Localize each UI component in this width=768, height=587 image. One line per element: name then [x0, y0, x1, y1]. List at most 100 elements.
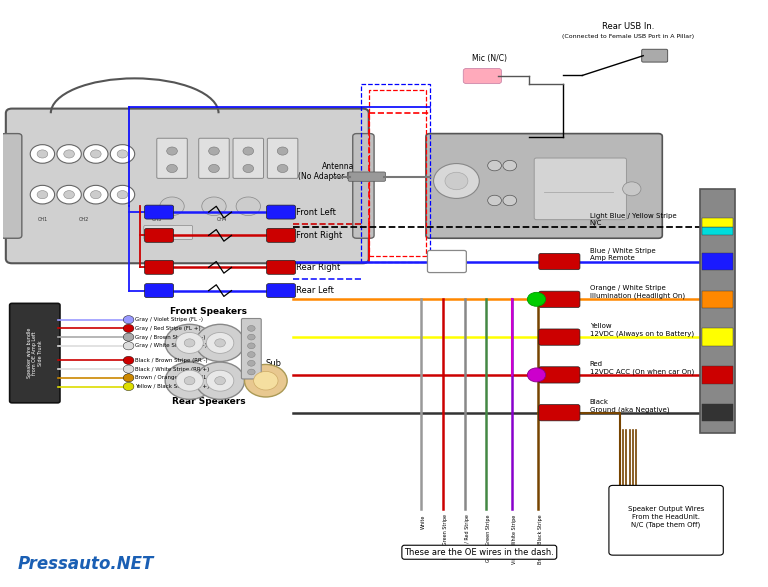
Text: Yellow
12VDC (Always on to Battery): Yellow 12VDC (Always on to Battery) — [590, 323, 694, 337]
Circle shape — [176, 370, 204, 391]
Circle shape — [247, 360, 255, 366]
FancyBboxPatch shape — [428, 251, 466, 272]
Text: Rear Left: Rear Left — [296, 286, 334, 295]
Circle shape — [236, 197, 260, 215]
Circle shape — [30, 185, 55, 204]
FancyBboxPatch shape — [266, 261, 296, 274]
FancyBboxPatch shape — [157, 139, 187, 178]
Circle shape — [111, 185, 134, 204]
Text: Gray / Red Stripe (FL +): Gray / Red Stripe (FL +) — [134, 326, 200, 331]
Circle shape — [503, 195, 517, 205]
FancyBboxPatch shape — [609, 485, 723, 555]
Circle shape — [215, 339, 226, 347]
Circle shape — [84, 144, 108, 163]
Text: Light Blue / Yellow Stripe
N/C: Light Blue / Yellow Stripe N/C — [590, 213, 677, 227]
FancyBboxPatch shape — [539, 404, 580, 421]
Text: Brown / Orange Stripe (RL -): Brown / Orange Stripe (RL -) — [134, 375, 212, 380]
Circle shape — [623, 182, 641, 196]
Circle shape — [209, 147, 220, 155]
Circle shape — [243, 164, 253, 173]
Circle shape — [30, 144, 55, 163]
FancyBboxPatch shape — [199, 139, 229, 178]
Text: Rear Right: Rear Right — [296, 263, 340, 272]
FancyBboxPatch shape — [144, 225, 193, 239]
Circle shape — [64, 150, 74, 158]
FancyBboxPatch shape — [700, 189, 735, 433]
FancyBboxPatch shape — [267, 139, 298, 178]
Text: Sub: Sub — [266, 359, 281, 368]
Text: CH4: CH4 — [217, 217, 227, 222]
Circle shape — [118, 150, 127, 158]
Text: CH2: CH2 — [79, 217, 90, 222]
Circle shape — [196, 362, 244, 399]
Circle shape — [528, 292, 545, 306]
Circle shape — [247, 334, 255, 340]
FancyBboxPatch shape — [144, 284, 174, 298]
Bar — [702, 328, 733, 346]
FancyBboxPatch shape — [1, 134, 22, 238]
Circle shape — [111, 144, 134, 163]
Bar — [702, 227, 733, 235]
FancyBboxPatch shape — [266, 284, 296, 298]
Circle shape — [247, 369, 255, 375]
Bar — [702, 366, 733, 384]
FancyBboxPatch shape — [144, 205, 174, 219]
Text: Gray / Red Stripe: Gray / Red Stripe — [465, 514, 470, 556]
Circle shape — [176, 332, 204, 353]
Circle shape — [488, 160, 502, 171]
Text: Front Left: Front Left — [296, 208, 336, 217]
Circle shape — [123, 324, 134, 332]
Circle shape — [160, 197, 184, 215]
FancyBboxPatch shape — [241, 319, 261, 379]
Circle shape — [445, 172, 468, 190]
Circle shape — [207, 332, 233, 353]
Circle shape — [243, 147, 253, 155]
Circle shape — [64, 191, 74, 199]
Circle shape — [123, 365, 134, 373]
FancyBboxPatch shape — [463, 69, 502, 83]
Circle shape — [247, 343, 255, 349]
Text: Black / White Stripe (RR +): Black / White Stripe (RR +) — [134, 367, 209, 372]
FancyBboxPatch shape — [535, 158, 627, 220]
Circle shape — [84, 185, 108, 204]
Circle shape — [123, 374, 134, 382]
Bar — [702, 404, 733, 421]
Text: (Connected to Female USB Port in A Pillar): (Connected to Female USB Port in A Pilla… — [562, 33, 694, 39]
Circle shape — [277, 164, 288, 173]
Text: Black
Ground (aka Negative): Black Ground (aka Negative) — [590, 399, 670, 413]
Circle shape — [207, 370, 233, 391]
Text: These are the OE wires in the dash.: These are the OE wires in the dash. — [405, 548, 554, 556]
Text: Speaker wire bundle
from OE Amp Left
Side Trunk: Speaker wire bundle from OE Amp Left Sid… — [27, 328, 43, 378]
Circle shape — [37, 150, 48, 158]
FancyBboxPatch shape — [539, 291, 580, 308]
Text: Rear Speakers: Rear Speakers — [172, 397, 246, 406]
Circle shape — [215, 377, 226, 385]
Circle shape — [165, 362, 214, 399]
FancyBboxPatch shape — [426, 134, 662, 238]
Circle shape — [57, 144, 81, 163]
Circle shape — [247, 352, 255, 357]
Circle shape — [434, 164, 479, 198]
Circle shape — [167, 164, 177, 173]
FancyBboxPatch shape — [353, 134, 374, 238]
Text: Red / Green Stripe: Red / Green Stripe — [443, 514, 449, 559]
Text: CH3: CH3 — [151, 217, 162, 222]
Circle shape — [209, 164, 220, 173]
Circle shape — [277, 147, 288, 155]
Text: Black / Brown Stripe (RR -): Black / Brown Stripe (RR -) — [134, 358, 207, 363]
Text: Front Speakers: Front Speakers — [170, 307, 247, 316]
FancyBboxPatch shape — [233, 139, 263, 178]
FancyBboxPatch shape — [6, 109, 369, 263]
FancyBboxPatch shape — [144, 228, 174, 242]
Circle shape — [37, 191, 48, 199]
Text: Antenna
(No Adapter Needed): Antenna (No Adapter Needed) — [298, 161, 379, 181]
Circle shape — [165, 324, 214, 362]
FancyBboxPatch shape — [642, 49, 667, 62]
Circle shape — [123, 316, 134, 324]
Text: Orange / White Stripe
Illumination (Headlight On): Orange / White Stripe Illumination (Head… — [590, 285, 685, 299]
Circle shape — [123, 383, 134, 390]
Text: Rear USB In.: Rear USB In. — [602, 22, 654, 31]
Circle shape — [196, 324, 244, 362]
Text: Yellow / Black Stripe (RL +): Yellow / Black Stripe (RL +) — [134, 384, 209, 389]
Circle shape — [528, 368, 545, 382]
